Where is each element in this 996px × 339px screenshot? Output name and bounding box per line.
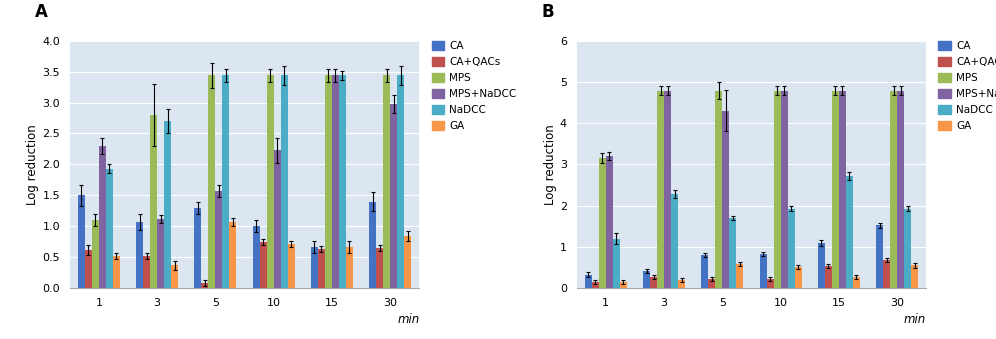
Text: min: min: [904, 313, 926, 326]
Bar: [818, 243, 825, 288]
Bar: [332, 75, 339, 288]
Bar: [325, 75, 332, 288]
Bar: [715, 91, 722, 288]
Bar: [194, 208, 201, 288]
Bar: [215, 191, 222, 288]
Bar: [201, 283, 208, 288]
Bar: [760, 254, 767, 288]
Bar: [911, 265, 918, 288]
Bar: [288, 244, 295, 288]
Bar: [774, 91, 781, 288]
Bar: [846, 176, 853, 288]
Bar: [839, 91, 846, 288]
Bar: [99, 146, 106, 288]
Bar: [904, 208, 911, 288]
Bar: [106, 169, 113, 288]
Bar: [397, 75, 404, 288]
Bar: [671, 194, 678, 288]
Bar: [376, 248, 383, 288]
Bar: [832, 91, 839, 288]
Bar: [795, 267, 802, 288]
Bar: [664, 91, 671, 288]
Bar: [311, 247, 318, 288]
Bar: [825, 266, 832, 288]
Bar: [722, 111, 729, 288]
Bar: [657, 91, 664, 288]
Bar: [229, 222, 236, 288]
Bar: [346, 247, 353, 288]
Bar: [260, 242, 267, 288]
Bar: [85, 250, 92, 288]
Bar: [164, 121, 171, 288]
Bar: [890, 91, 897, 288]
Bar: [150, 115, 157, 288]
Bar: [383, 75, 390, 288]
Bar: [767, 279, 774, 288]
Text: B: B: [542, 3, 555, 21]
Bar: [592, 282, 599, 288]
Bar: [339, 75, 346, 288]
Bar: [370, 201, 376, 288]
Bar: [729, 218, 736, 288]
Bar: [599, 158, 606, 288]
Y-axis label: Log reduction: Log reduction: [544, 124, 557, 205]
Bar: [281, 75, 288, 288]
Y-axis label: Log reduction: Log reduction: [27, 124, 40, 205]
Bar: [736, 264, 743, 288]
Bar: [643, 271, 650, 288]
Bar: [113, 256, 120, 288]
Bar: [208, 75, 215, 288]
Bar: [318, 249, 325, 288]
Bar: [613, 239, 620, 288]
Bar: [620, 282, 626, 288]
Bar: [222, 75, 229, 288]
Bar: [788, 208, 795, 288]
Bar: [853, 277, 860, 288]
Bar: [274, 150, 281, 288]
Bar: [897, 91, 904, 288]
Bar: [606, 156, 613, 288]
Bar: [678, 280, 685, 288]
Bar: [708, 279, 715, 288]
Bar: [781, 91, 788, 288]
Legend: CA, CA+QACs, MPS, MPS+NaDCC, NaDCC, GA: CA, CA+QACs, MPS, MPS+NaDCC, NaDCC, GA: [938, 41, 996, 131]
Bar: [253, 226, 260, 288]
Text: min: min: [397, 313, 419, 326]
Legend: CA, CA+QACs, MPS, MPS+NaDCC, NaDCC, GA: CA, CA+QACs, MPS, MPS+NaDCC, NaDCC, GA: [431, 41, 517, 131]
Bar: [78, 195, 85, 288]
Bar: [404, 236, 411, 288]
Bar: [650, 277, 657, 288]
Bar: [883, 260, 890, 288]
Bar: [157, 219, 164, 288]
Bar: [390, 104, 397, 288]
Bar: [876, 225, 883, 288]
Text: A: A: [35, 3, 48, 21]
Bar: [585, 275, 592, 288]
Bar: [143, 256, 150, 288]
Bar: [701, 255, 708, 288]
Bar: [267, 75, 274, 288]
Bar: [171, 265, 178, 288]
Bar: [92, 220, 99, 288]
Bar: [136, 222, 143, 288]
